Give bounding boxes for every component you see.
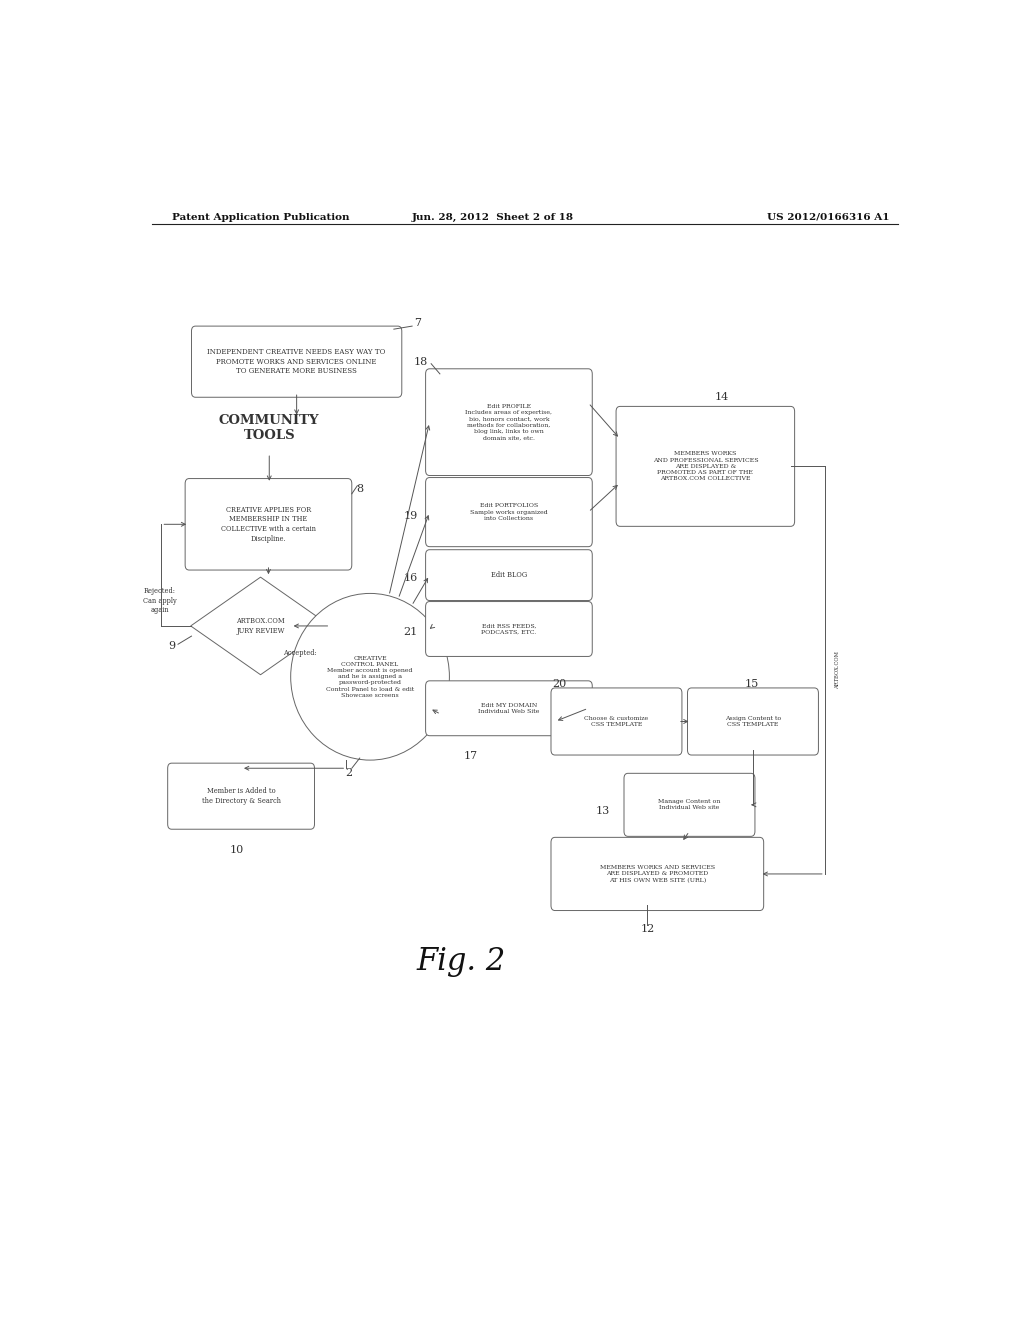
- Text: 19: 19: [403, 511, 418, 521]
- Text: Assign Content to
CSS TEMPLATE: Assign Content to CSS TEMPLATE: [725, 715, 781, 727]
- Text: 13: 13: [596, 807, 609, 816]
- Ellipse shape: [291, 594, 450, 760]
- Text: Manage Content on
Individual Web site: Manage Content on Individual Web site: [658, 799, 721, 810]
- Text: Member is Added to
the Directory & Search: Member is Added to the Directory & Searc…: [202, 787, 281, 805]
- Text: Jun. 28, 2012  Sheet 2 of 18: Jun. 28, 2012 Sheet 2 of 18: [412, 213, 574, 222]
- Text: Edit BLOG: Edit BLOG: [490, 572, 527, 579]
- FancyBboxPatch shape: [185, 479, 352, 570]
- Text: 8: 8: [356, 483, 364, 494]
- FancyBboxPatch shape: [168, 763, 314, 829]
- Text: CREATIVE
CONTROL PANEL
Member account is opened
and he is assigned a
password-pr: CREATIVE CONTROL PANEL Member account is…: [326, 656, 414, 698]
- Text: 21: 21: [403, 627, 418, 638]
- FancyBboxPatch shape: [551, 837, 764, 911]
- Text: US 2012/0166316 A1: US 2012/0166316 A1: [767, 213, 890, 222]
- FancyBboxPatch shape: [426, 368, 592, 475]
- Text: Patent Application Publication: Patent Application Publication: [172, 213, 349, 222]
- Text: 2: 2: [345, 768, 352, 779]
- FancyBboxPatch shape: [551, 688, 682, 755]
- Text: 14: 14: [715, 392, 729, 403]
- FancyBboxPatch shape: [426, 681, 592, 735]
- Text: Fig. 2: Fig. 2: [417, 946, 506, 977]
- Text: Edit PORTFOLIOS
Sample works organized
into Collections: Edit PORTFOLIOS Sample works organized i…: [470, 503, 548, 521]
- Text: MEMBERS WORKS AND SERVICES
ARE DISPLAYED & PROMOTED
AT HIS OWN WEB SITE (URL): MEMBERS WORKS AND SERVICES ARE DISPLAYED…: [600, 865, 715, 883]
- Text: 17: 17: [464, 751, 478, 762]
- Text: Edit MY DOMAIN
Individual Web Site: Edit MY DOMAIN Individual Web Site: [478, 702, 540, 714]
- FancyBboxPatch shape: [191, 326, 401, 397]
- Text: 16: 16: [403, 573, 418, 583]
- Text: MEMBERS WORKS
AND PROFESSIONAL SERVICES
ARE DISPLAYED &
PROMOTED AS PART OF THE
: MEMBERS WORKS AND PROFESSIONAL SERVICES …: [652, 451, 758, 482]
- Text: Choose & customize
CSS TEMPLATE: Choose & customize CSS TEMPLATE: [585, 715, 648, 727]
- Text: 12: 12: [641, 924, 655, 933]
- FancyBboxPatch shape: [616, 407, 795, 527]
- FancyBboxPatch shape: [426, 478, 592, 546]
- Text: COMMUNITY
TOOLS: COMMUNITY TOOLS: [219, 413, 319, 442]
- Text: 10: 10: [229, 845, 244, 854]
- Text: Accepted:: Accepted:: [283, 649, 316, 657]
- Text: Edit RSS FEEDS,
PODCASTS, ETC.: Edit RSS FEEDS, PODCASTS, ETC.: [481, 623, 537, 635]
- Text: INDEPENDENT CREATIVE NEEDS EASY WAY TO
PROMOTE WORKS AND SERVICES ONLINE
TO GENE: INDEPENDENT CREATIVE NEEDS EASY WAY TO P…: [208, 348, 386, 375]
- Polygon shape: [190, 577, 331, 675]
- Text: 9: 9: [168, 642, 175, 651]
- Text: 15: 15: [744, 678, 759, 689]
- Text: ARTBOX.COM
JURY REVIEW: ARTBOX.COM JURY REVIEW: [237, 616, 285, 635]
- FancyBboxPatch shape: [624, 774, 755, 837]
- Text: ARTBOX.COM: ARTBOX.COM: [836, 651, 840, 689]
- FancyBboxPatch shape: [426, 549, 592, 601]
- FancyBboxPatch shape: [687, 688, 818, 755]
- Text: Edit PROFILE
Includes areas of expertise,
bio, honors contact, work
methods for : Edit PROFILE Includes areas of expertise…: [466, 404, 552, 440]
- Text: 18: 18: [414, 356, 428, 367]
- Text: 20: 20: [552, 678, 566, 689]
- Text: Rejected:
Can apply
again: Rejected: Can apply again: [143, 587, 176, 614]
- Text: 7: 7: [414, 318, 421, 329]
- Text: CREATIVE APPLIES FOR
MEMBERSHIP IN THE
COLLECTIVE with a certain
Discipline.: CREATIVE APPLIES FOR MEMBERSHIP IN THE C…: [221, 506, 316, 543]
- FancyBboxPatch shape: [426, 602, 592, 656]
